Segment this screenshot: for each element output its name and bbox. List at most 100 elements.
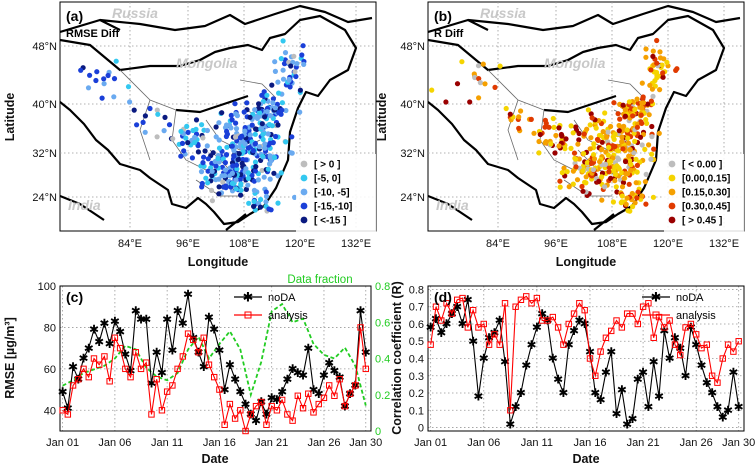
station-dot	[551, 124, 557, 130]
station-dot	[632, 107, 638, 113]
series-analysis-line	[430, 295, 740, 411]
series-analysis-point	[565, 320, 572, 328]
station-dot	[251, 198, 257, 205]
series-noda-point: ✱	[665, 352, 675, 366]
series-analysis-point	[148, 411, 155, 418]
map-b-ylabel: Latitude	[375, 93, 389, 142]
series-analysis-point	[469, 306, 477, 314]
station-dot	[267, 113, 273, 119]
station-dot	[628, 167, 634, 173]
station-dot	[615, 111, 621, 117]
station-dot	[155, 111, 161, 117]
legend-label: analysis	[676, 310, 716, 322]
station-dot	[233, 126, 240, 132]
station-dot	[482, 81, 488, 87]
series-noda-point: ✱	[63, 401, 73, 415]
station-dot	[280, 76, 287, 82]
series-noda-point: ✱	[468, 334, 478, 348]
station-dot	[543, 139, 549, 145]
station-dot	[557, 184, 563, 190]
series-noda-line	[430, 299, 740, 426]
map-a-xlabel: Longitude	[188, 255, 248, 269]
station-dot	[252, 131, 258, 137]
station-dot	[259, 167, 265, 174]
station-dot	[179, 140, 186, 146]
series-analysis-point	[432, 303, 440, 310]
station-dot	[552, 150, 558, 156]
series-noda-point: ✱	[110, 314, 120, 328]
series-analysis-point	[357, 324, 364, 331]
series-analysis-point	[169, 382, 176, 389]
station-dot	[272, 59, 278, 65]
station-dot	[606, 144, 612, 150]
series-noda-point: ✱	[115, 325, 125, 339]
station-dot	[127, 99, 133, 105]
series-noda-point: ✱	[178, 316, 188, 330]
x-tick-label: Jan 11	[521, 437, 553, 449]
station-dot	[643, 54, 649, 60]
series-noda-point: ✱	[681, 369, 691, 383]
station-dot	[587, 122, 593, 128]
station-dot	[656, 130, 662, 136]
station-dot	[568, 123, 574, 129]
station-dot	[125, 84, 132, 90]
station-dot	[242, 128, 248, 134]
station-dot	[616, 148, 622, 154]
station-dot	[637, 134, 644, 140]
map-b-label-mongolia: Mongolia	[544, 55, 606, 71]
x-tick-label: Jan 30	[722, 437, 755, 449]
series-analysis-point	[310, 409, 317, 416]
station-dot	[612, 178, 618, 184]
y-tick-label: 100	[38, 281, 56, 293]
series-analysis-point	[581, 306, 588, 314]
station-dot	[232, 134, 239, 140]
series-noda-point: ✱	[696, 359, 706, 373]
station-dot	[650, 93, 656, 99]
station-dot	[240, 149, 246, 155]
station-dot	[268, 207, 274, 213]
station-dot	[249, 172, 255, 178]
station-dot	[570, 168, 577, 174]
legend-marker	[668, 202, 676, 210]
station-dot	[232, 101, 238, 107]
station-dot	[639, 105, 645, 111]
series-noda-point: ✱	[319, 368, 329, 382]
station-dot	[293, 73, 299, 80]
station-dot	[269, 82, 275, 88]
station-dot	[263, 193, 270, 199]
station-dot	[649, 134, 655, 140]
series-analysis-point	[714, 379, 721, 386]
station-dot	[583, 174, 589, 180]
station-dot	[634, 169, 640, 175]
station-dot	[594, 136, 601, 143]
station-dot	[233, 111, 239, 117]
series-analysis-point	[242, 427, 249, 435]
station-dot	[243, 157, 249, 163]
map-b-ytick: 48°N	[400, 41, 425, 53]
series-noda-point: ✱	[282, 372, 292, 386]
series-noda-point: ✱	[718, 410, 728, 424]
series-analysis-point	[64, 411, 72, 418]
station-dot	[516, 114, 522, 120]
legend-label: [-10, -5]	[314, 188, 350, 199]
series-analysis-point	[459, 294, 466, 302]
series-noda-point: ✱	[84, 341, 94, 355]
station-dot	[294, 61, 300, 67]
station-dot	[602, 110, 608, 116]
station-dot	[654, 60, 660, 66]
station-dot	[619, 193, 625, 199]
legend-marker	[300, 160, 308, 168]
map-panel-a: Russia Mongolia India (a) RMSE Diff [ > …	[3, 1, 377, 269]
station-dot	[673, 67, 679, 73]
station-dot	[223, 183, 229, 189]
series-analysis-point	[724, 341, 732, 348]
series-analysis-point	[331, 392, 338, 399]
station-dot	[154, 107, 160, 113]
legend-marker	[668, 216, 676, 224]
station-dot	[628, 162, 634, 168]
station-dot	[590, 167, 597, 173]
series-analysis-point	[137, 365, 145, 373]
y-tick-label: 0.5	[409, 336, 424, 348]
series-analysis-point	[163, 388, 171, 395]
station-dot	[588, 135, 594, 141]
